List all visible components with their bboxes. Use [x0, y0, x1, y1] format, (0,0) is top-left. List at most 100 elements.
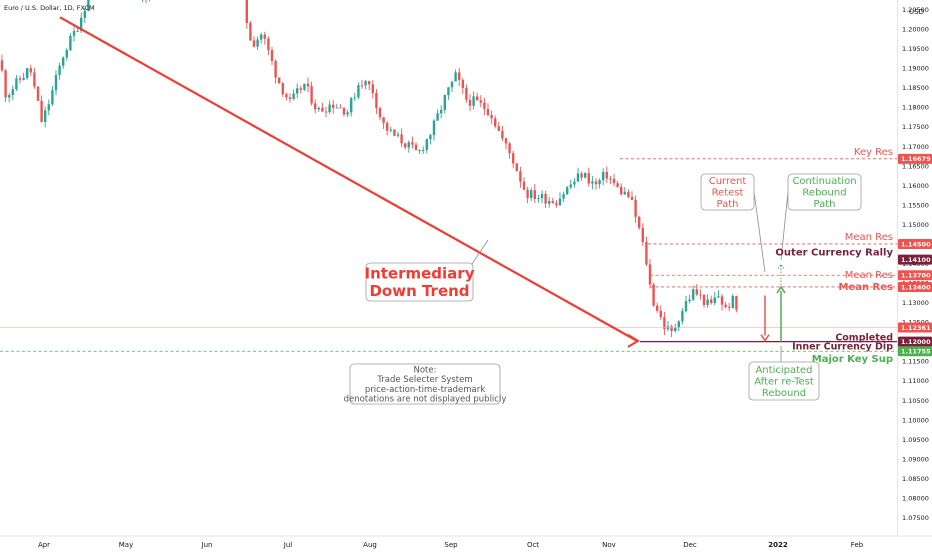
candle-body: [386, 122, 389, 131]
price-tick-label: 1.13000: [902, 299, 929, 307]
candle-body: [497, 126, 500, 131]
candle-body: [342, 107, 346, 115]
candle-body: [540, 193, 544, 199]
candle-body: [713, 297, 716, 304]
level-label: Major Key Sup: [812, 354, 893, 365]
retest-callout-box: [700, 173, 755, 211]
candle-body: [630, 196, 634, 200]
candle-body: [663, 317, 666, 330]
candle-body: [648, 264, 652, 285]
candle-body: [609, 178, 612, 180]
candle-body: [526, 189, 529, 199]
currency-label: USD: [909, 8, 924, 16]
candle-body: [508, 143, 511, 154]
note-callout-text: price-action-time-trademark: [365, 385, 485, 395]
candle-body: [314, 103, 317, 110]
candle-body: [443, 95, 446, 110]
price-tick-label: 1.18500: [902, 84, 929, 92]
candle-body: [18, 78, 22, 80]
price-tick-label: 1.18000: [902, 104, 929, 112]
price-tick-label: 1.09000: [902, 455, 929, 463]
price-tick-label: 1.10500: [902, 397, 929, 405]
candle-body: [425, 139, 428, 150]
note-callout-text: Note:: [414, 365, 437, 375]
candle-body: [591, 181, 594, 184]
candle-body: [364, 81, 367, 86]
candle-body: [303, 83, 306, 90]
candle-body: [69, 35, 72, 51]
candle-body: [612, 178, 616, 184]
time-tick-label: Aug: [363, 541, 377, 549]
candle-body: [296, 88, 299, 94]
candle-body: [710, 299, 713, 304]
time-tick-label: Oct: [527, 541, 539, 549]
candle-body: [321, 107, 324, 112]
candle-body: [605, 171, 608, 179]
candle-body: [306, 83, 310, 87]
candle-body: [587, 173, 590, 184]
candle-body: [83, 10, 86, 18]
rebound-callout-box: [787, 173, 862, 211]
candle-body: [267, 38, 270, 51]
candle-body: [486, 109, 490, 115]
price-tick-label: 1.11000: [902, 377, 929, 385]
price-tick-label: 1.19000: [902, 65, 929, 73]
candle-body: [8, 95, 11, 98]
candle-body: [62, 57, 65, 66]
candle-body: [681, 311, 684, 322]
retest-callout-pointer: [753, 191, 766, 273]
price-tag-text: 1.11755: [901, 348, 931, 356]
rebound-callout-text: Rebound: [802, 188, 846, 199]
retest-arrowhead: [760, 334, 770, 343]
candle-body: [501, 130, 504, 139]
price-tag-text: 1.13700: [901, 272, 931, 280]
time-tick-label: Feb: [851, 541, 864, 549]
level-label: Inner Currency Dip: [792, 342, 893, 353]
level-label: Key Res: [854, 147, 893, 158]
candle-body: [260, 34, 263, 40]
retest-callout-text: Retest: [712, 188, 744, 199]
candle-body: [638, 216, 641, 228]
price-tick-label: 1.09500: [902, 436, 929, 444]
price-tag: [898, 153, 932, 164]
rebound-callout-text: Continuation: [792, 176, 856, 187]
candle-body: [346, 112, 349, 115]
candle-body: [353, 97, 356, 99]
candle-body: [54, 75, 58, 91]
candle-body: [584, 173, 587, 178]
time-tick-label: 2022: [768, 541, 788, 549]
candle-body: [33, 72, 36, 87]
candle-body: [544, 193, 547, 204]
price-tag: [898, 346, 932, 357]
candle-body: [537, 198, 540, 200]
candle-body: [378, 108, 382, 118]
candle-body: [674, 327, 677, 332]
level-label: Mean Res: [838, 282, 893, 293]
anticipated-callout-text: Anticipated: [755, 365, 812, 376]
candle-body: [317, 107, 320, 110]
candle-body: [0, 60, 4, 71]
candle-body: [458, 72, 461, 81]
candle-body: [371, 84, 374, 93]
price-tick-label: 1.15500: [902, 201, 929, 209]
note-callout: Note:Trade Selecter Systemprice-action-t…: [344, 363, 506, 405]
candle-body: [627, 191, 630, 197]
price-tag-text: 1.12361: [901, 324, 931, 332]
candle-body: [65, 50, 68, 58]
candle-body: [728, 306, 731, 308]
candle-body: [411, 142, 414, 145]
candle-body: [357, 85, 360, 98]
candle-body: [461, 80, 464, 88]
candle-body: [299, 88, 302, 90]
candle-body: [558, 198, 562, 206]
candle-body: [699, 294, 702, 296]
candle-body: [620, 186, 623, 195]
candle-body: [580, 173, 583, 178]
candle-body: [47, 104, 50, 111]
price-tick-label: 1.15000: [902, 221, 929, 229]
candle-body: [263, 34, 266, 39]
candle-body: [706, 299, 709, 306]
candle-body: [422, 149, 425, 151]
